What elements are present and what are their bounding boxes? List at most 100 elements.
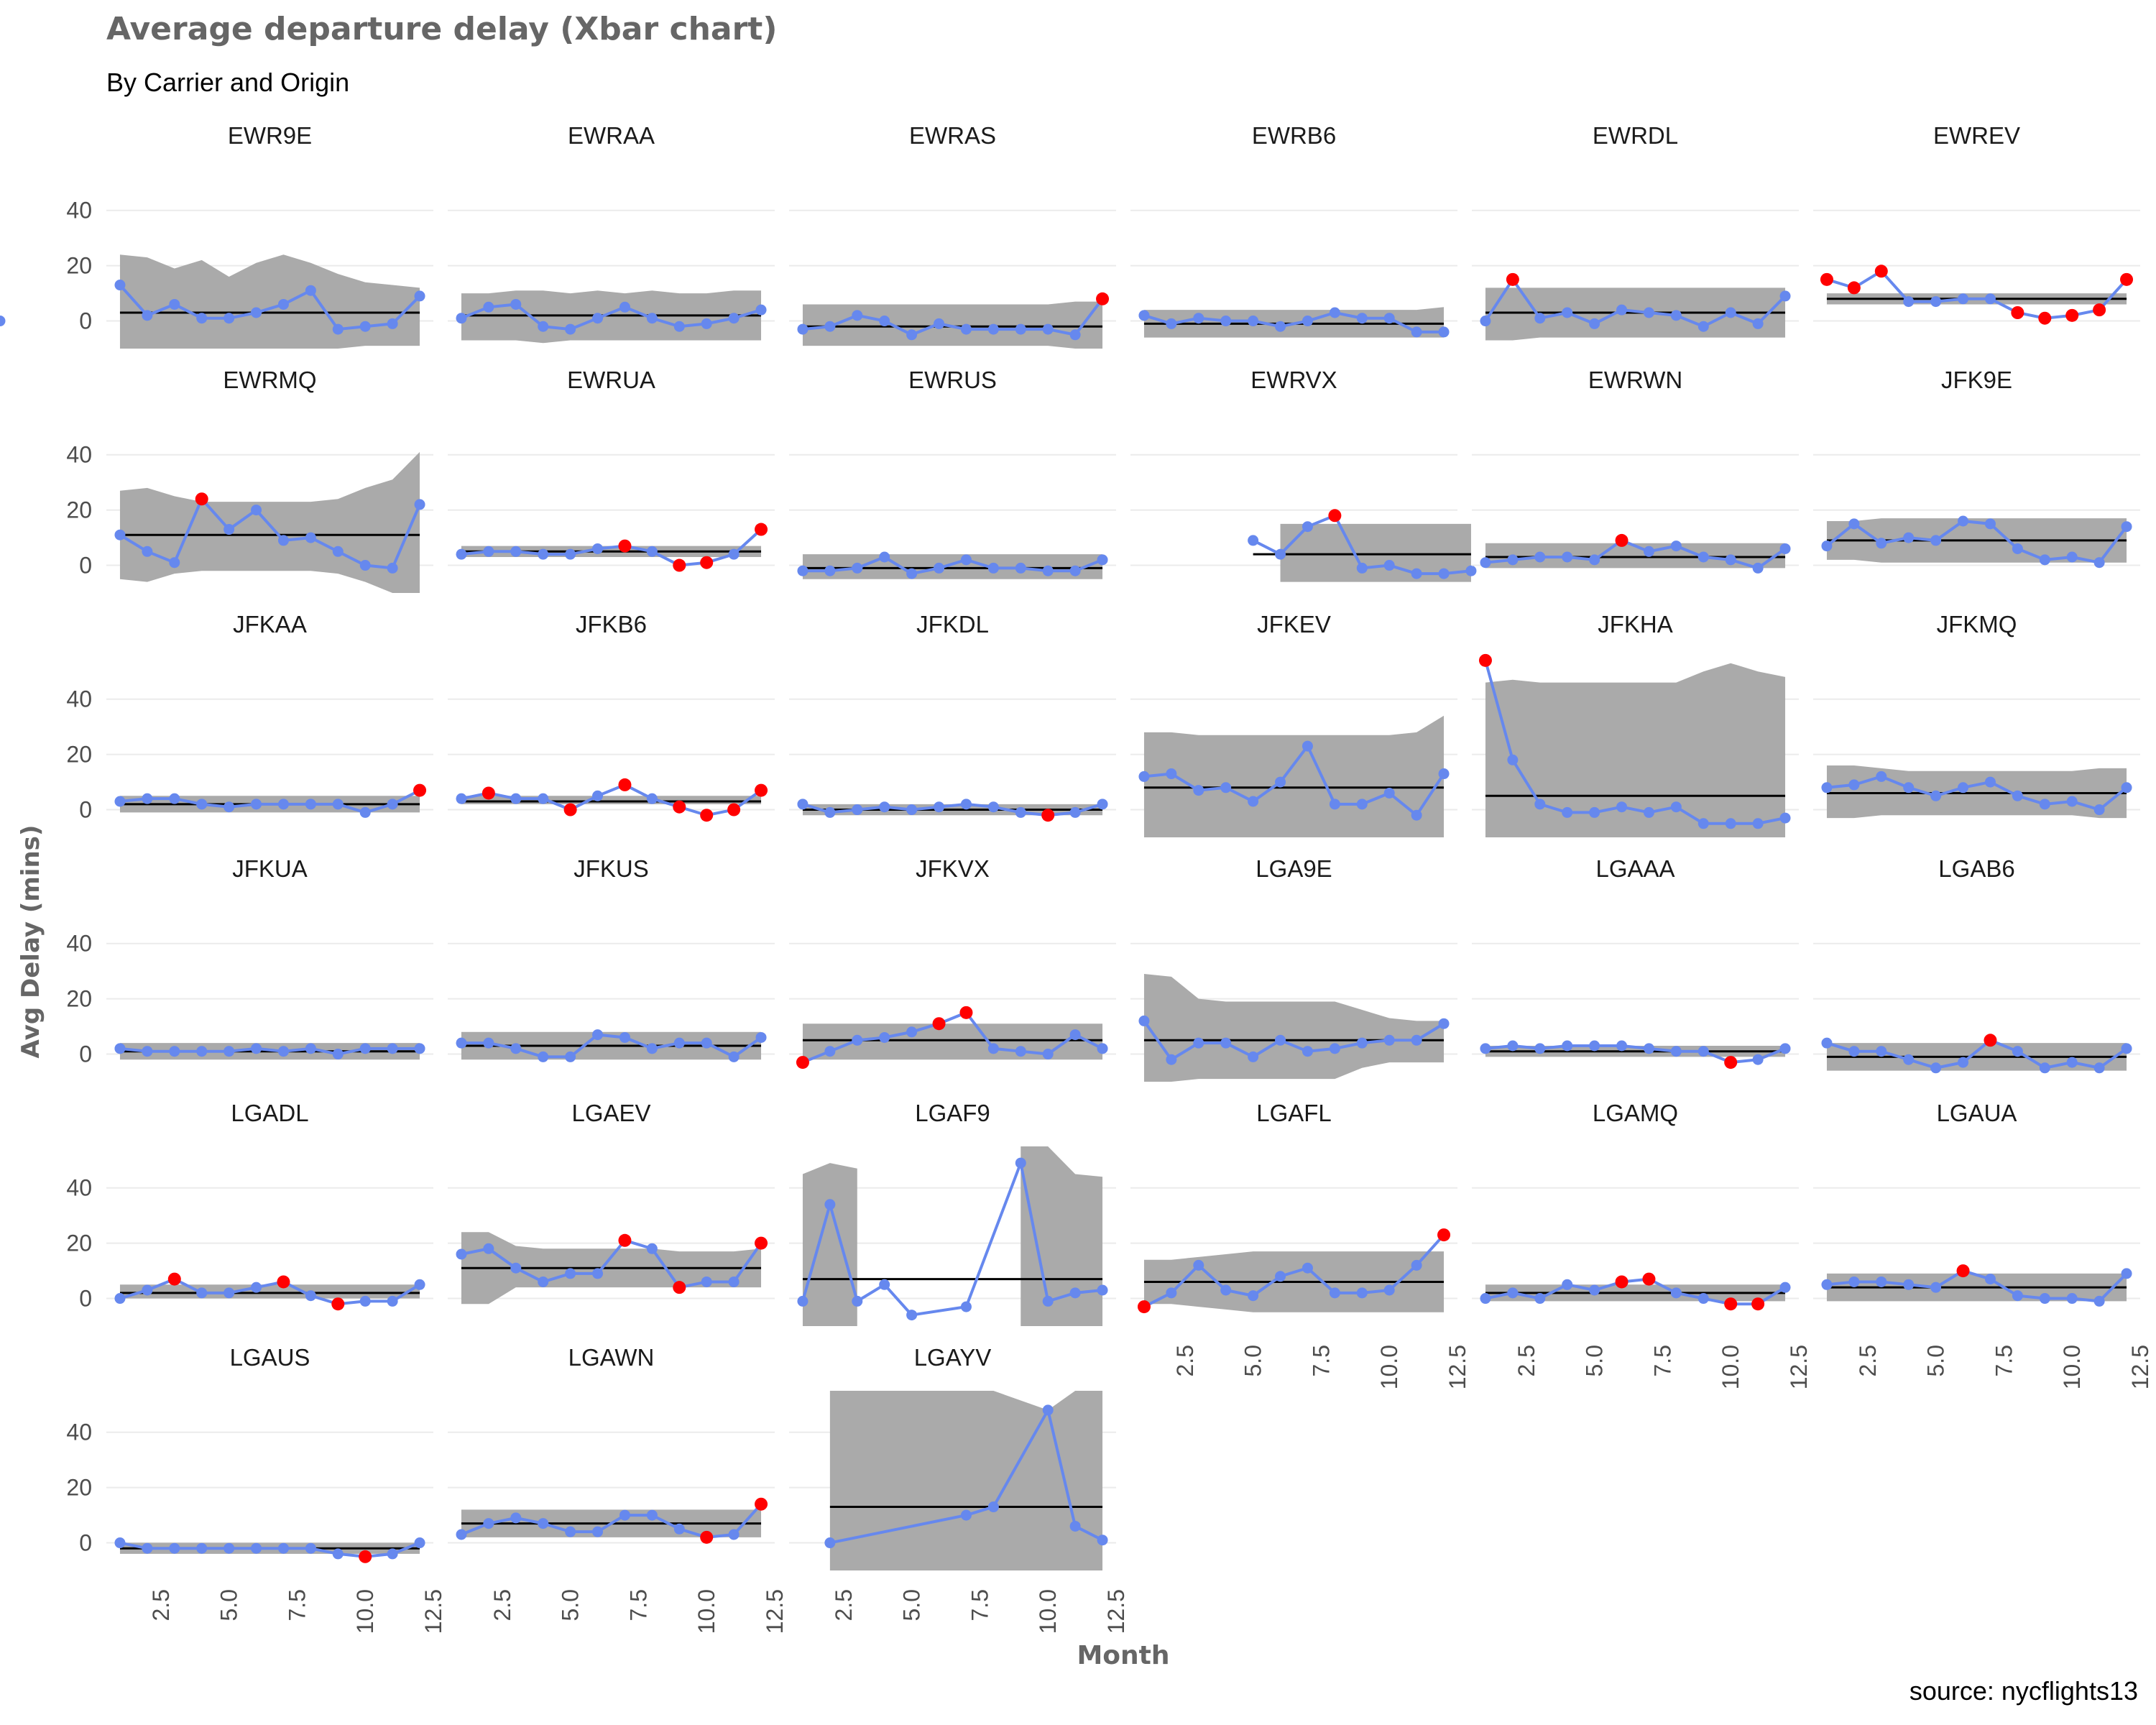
data-point — [332, 799, 344, 810]
data-point — [1356, 562, 1368, 574]
data-point — [224, 1287, 235, 1299]
data-point — [987, 1501, 999, 1513]
x-tick-label: 2.5 — [489, 1589, 515, 1621]
data-point — [1480, 1043, 1491, 1054]
data-point — [1562, 551, 1573, 563]
data-point — [1097, 1284, 1108, 1296]
data-point — [1697, 1046, 1709, 1057]
data-point — [619, 1509, 630, 1521]
data-point — [2093, 557, 2105, 569]
data-point — [196, 1542, 208, 1554]
data-point — [196, 313, 208, 324]
data-point — [1616, 304, 1628, 316]
data-point — [1562, 307, 1573, 318]
data-point — [1670, 1287, 1682, 1299]
data-point — [456, 1248, 467, 1260]
data-point — [1275, 776, 1286, 788]
facet-strip-label: JFKAA — [233, 611, 307, 638]
facet-strip-label: EWRUA — [567, 367, 655, 393]
data-point — [1670, 801, 1682, 813]
data-point — [797, 323, 808, 335]
facet-panel-lgamq: LGAMQ 2.5 5.0 7.5 10.0 12.5 — [1472, 1100, 1812, 1389]
data-point — [646, 1243, 658, 1254]
data-point — [1903, 1054, 1915, 1065]
facet-panel-ewrus: EWRUS — [789, 367, 1116, 579]
data-point — [1848, 1276, 1860, 1287]
data-point — [1534, 313, 1546, 324]
data-point — [332, 1548, 344, 1560]
data-point — [224, 524, 235, 535]
facet-strip-label: LGAUS — [230, 1344, 310, 1371]
data-point — [305, 532, 316, 543]
out-of-control-point — [673, 1281, 686, 1294]
data-point — [196, 799, 208, 810]
facet-strip-label: EWRB6 — [1252, 122, 1336, 149]
data-point — [1220, 316, 1232, 327]
out-of-control-point — [2011, 306, 2024, 319]
data-point — [114, 1043, 126, 1054]
control-limits-band — [802, 554, 1103, 579]
data-point — [1275, 1034, 1286, 1046]
data-point — [1411, 1259, 1422, 1271]
data-point — [1220, 1284, 1232, 1296]
data-point — [538, 1276, 549, 1287]
data-point — [1069, 565, 1081, 576]
data-point — [1984, 1274, 1996, 1285]
out-of-control-point — [167, 1272, 181, 1286]
out-of-control-point — [1642, 1272, 1656, 1286]
y-tick-label: 40 — [66, 1175, 92, 1201]
out-of-control-point — [755, 1497, 768, 1511]
data-point — [1069, 1029, 1081, 1041]
data-point — [277, 1046, 289, 1057]
facet-panel-lgab6: LGAB6 — [1813, 855, 2140, 1074]
facet-strip-label: EWRAS — [909, 122, 996, 149]
data-point — [251, 799, 262, 810]
data-point — [1438, 1018, 1450, 1029]
data-point — [879, 1279, 890, 1290]
y-tick-label: 0 — [79, 797, 92, 823]
data-point — [1848, 779, 1860, 791]
data-point — [1220, 782, 1232, 794]
data-point — [906, 568, 918, 579]
out-of-control-point — [1096, 292, 1110, 305]
data-point — [673, 321, 685, 332]
data-point — [387, 1295, 398, 1307]
data-point — [987, 801, 999, 813]
data-point — [1356, 313, 1368, 324]
facet-strip-label: JFKHA — [1598, 611, 1673, 638]
facet-panel-ewrua: EWRUA — [448, 367, 775, 572]
data-point — [1438, 326, 1450, 338]
data-point — [251, 1542, 262, 1554]
out-of-control-point — [277, 1275, 290, 1289]
data-point — [2121, 1268, 2132, 1279]
x-tick-label: 12.5 — [2127, 1345, 2153, 1389]
out-of-control-point — [755, 783, 768, 797]
data-point — [565, 323, 576, 335]
data-point — [852, 804, 863, 816]
data-point — [1069, 329, 1081, 341]
chart-caption: source: nycflights13 — [1909, 1676, 2138, 1706]
data-point — [701, 318, 712, 329]
out-of-control-point — [700, 1530, 714, 1544]
data-point — [797, 799, 808, 810]
data-point — [1329, 307, 1340, 318]
data-point — [1220, 1037, 1232, 1049]
data-point — [414, 1043, 425, 1054]
x-tick-label: 5.0 — [1582, 1345, 1608, 1376]
data-point — [2012, 790, 2023, 801]
data-point — [1356, 799, 1368, 810]
data-point — [797, 565, 808, 576]
y-tick-label: 20 — [66, 986, 92, 1012]
data-point — [1097, 799, 1108, 810]
data-point — [1821, 1037, 1833, 1049]
x-tick-label: 2.5 — [1514, 1345, 1539, 1376]
data-point — [1507, 1040, 1519, 1052]
data-point — [1438, 568, 1450, 579]
x-tick-label: 10.0 — [1376, 1345, 1402, 1389]
data-point — [387, 562, 398, 574]
facet-panel-lgayv: LGAYV 2.5 5.0 7.5 10.0 12.5 — [789, 1344, 1129, 1634]
out-of-control-point — [618, 1233, 632, 1247]
data-point — [224, 313, 235, 324]
data-point — [359, 560, 371, 571]
data-point — [1042, 1404, 1054, 1416]
